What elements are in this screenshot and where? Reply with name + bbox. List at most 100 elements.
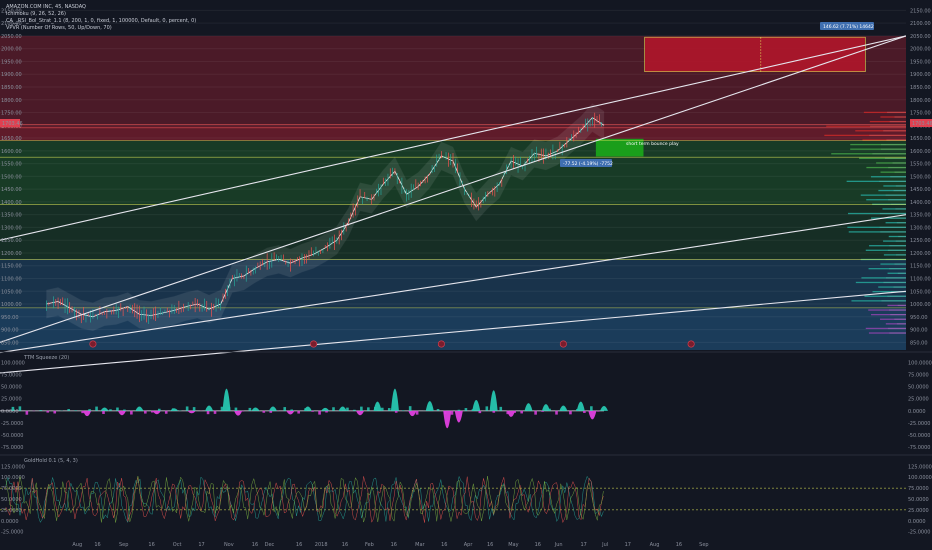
squeeze-fill-bar xyxy=(67,409,70,411)
squeeze-bar xyxy=(489,390,498,411)
time-tick-label: Oct xyxy=(173,542,182,548)
squeeze-tick-label: 25.0000 xyxy=(908,397,929,403)
squeeze-fill-bar xyxy=(380,407,384,411)
squeeze-bar xyxy=(152,410,161,415)
volume-profile-split xyxy=(897,304,906,307)
squeeze-bar xyxy=(117,410,126,416)
squeeze-fill-bar xyxy=(39,410,43,411)
indicator-ichimoku[interactable]: Ichimoku (9, 26, 52, 26) xyxy=(6,11,66,17)
squeeze-fill-bar xyxy=(541,410,544,412)
time-axis[interactable]: Aug 16 Sep 16 Oct 17 Nov 16 Dec 16 2018 16 Feb 16 Mar 1… xyxy=(72,542,708,548)
price-tick-label: 1300.00 xyxy=(910,225,931,231)
price-tick-label: 1600.00 xyxy=(910,149,931,155)
price-tick-label-left: 1950.00 xyxy=(1,59,22,65)
trend-lines[interactable] xyxy=(0,35,907,374)
earnings-marker[interactable] xyxy=(89,340,97,348)
time-tick-label: Aug xyxy=(650,542,660,548)
time-tick-label: 16 xyxy=(342,542,348,548)
squeeze-fill-bar xyxy=(297,410,300,414)
volume-profile-split xyxy=(893,286,906,288)
indicator-vpvr[interactable]: VPVR (Number Of Rows, 50, Up/Down, 70) xyxy=(6,25,112,31)
squeeze-tick-label: -50.0000 xyxy=(908,433,930,439)
volume-profile-bar xyxy=(878,286,906,288)
squeeze-bar xyxy=(600,406,608,411)
volume-profile-bar xyxy=(870,176,906,178)
squeeze-fill-bar xyxy=(457,409,461,411)
price-tick-label: 1250.00 xyxy=(910,238,931,244)
volume-profile-bar xyxy=(861,277,906,279)
indicator-rsi-bol[interactable]: CA__RSI_Bol_Strat_1.1 (8, 200, 1, 0, fix… xyxy=(6,18,196,24)
squeeze-fill-bar xyxy=(415,410,419,415)
target-annotation[interactable]: 146.62 (7.71%) 14642 xyxy=(820,22,874,30)
price-tick-label: 1450.00 xyxy=(910,187,931,193)
trend-line[interactable] xyxy=(0,35,907,241)
volume-profile-split xyxy=(895,185,906,187)
squeeze-fill-bar xyxy=(11,406,15,411)
squeeze-pane[interactable]: TTM Squeeze (20) 100.0000 100.0000 75.0000… xyxy=(0,355,932,451)
squeeze-fill-bar xyxy=(387,408,391,411)
squeeze-fill-bar xyxy=(116,407,119,411)
oscillator-tick-label: 100.0000 xyxy=(908,475,932,481)
squeeze-fill-bar xyxy=(164,410,168,414)
volume-profile-bar xyxy=(864,295,906,297)
squeeze-fill-bar xyxy=(185,406,189,411)
target-zone[interactable] xyxy=(644,36,866,72)
trend-line[interactable] xyxy=(0,35,907,343)
squeeze-fill-bar xyxy=(311,410,314,412)
volume-profile-bar xyxy=(831,153,906,155)
oscillator-axis[interactable]: 125.0000 125.0000 100.0000 100.0000 75.0000 7… xyxy=(1,464,932,535)
earnings-markers[interactable] xyxy=(89,340,695,348)
squeeze-tick-label-left: -50.0000 xyxy=(1,433,23,439)
squeeze-fill-bar xyxy=(144,410,147,414)
oscillator-pane[interactable]: GoldHold 0.1 (5, 4, 3) 125.0000125.00001… xyxy=(0,458,932,536)
oscillator-tick-label-left: 25.0000 xyxy=(1,508,22,514)
earnings-marker[interactable] xyxy=(310,340,318,348)
level-lines xyxy=(0,124,906,309)
price-tick-label-left: 1800.00 xyxy=(1,98,22,104)
squeeze-fill-bar xyxy=(360,406,363,411)
trend-line[interactable] xyxy=(0,214,907,354)
volume-profile-bar xyxy=(888,235,906,238)
band-1 xyxy=(0,125,906,141)
price-tick-label-left: 1650.00 xyxy=(1,136,22,142)
volume-profile-bar xyxy=(887,304,906,307)
squeeze-bar xyxy=(187,410,196,414)
trend-line[interactable] xyxy=(0,290,907,374)
volume-profile-bar xyxy=(847,226,906,228)
earnings-marker[interactable] xyxy=(559,340,567,348)
price-tick-label-left: 1150.00 xyxy=(1,264,22,270)
squeeze-fill-bar xyxy=(394,410,398,413)
time-tick-label: 17 xyxy=(580,542,586,548)
squeeze-bar xyxy=(205,405,214,411)
squeeze-axis[interactable]: 100.0000 100.0000 75.0000 75.0000 50.0000 50.… xyxy=(1,360,932,451)
squeeze-fill-bar xyxy=(304,408,307,411)
entry-zone[interactable] xyxy=(595,138,644,157)
oscillator-lines xyxy=(0,475,906,524)
earnings-marker[interactable] xyxy=(437,340,445,348)
volume-profile-bar xyxy=(868,268,906,270)
squeeze-tick-label: 100.0000 xyxy=(908,360,932,366)
price-tick-label: 2000.00 xyxy=(910,47,931,53)
volume-profile-split xyxy=(896,323,906,325)
squeeze-bar xyxy=(268,406,277,411)
squeeze-fill-bar xyxy=(213,410,217,414)
pullback-annotation[interactable]: -77.52 (-4.19%) -7752 xyxy=(560,159,613,167)
squeeze-fill-bar xyxy=(25,410,29,415)
time-tick-label: 2018 xyxy=(315,542,328,548)
volume-profile-split xyxy=(888,166,906,169)
volume-profile-split xyxy=(885,194,906,196)
oscillator-line xyxy=(5,476,604,523)
volume-profile-split xyxy=(896,222,906,224)
price-tick-label: 1200.00 xyxy=(910,251,931,257)
volume-profile-split xyxy=(879,226,906,228)
earnings-marker[interactable] xyxy=(687,340,695,348)
oscillator-tick-label: 0.0000 xyxy=(908,519,926,525)
volume-profile-bar xyxy=(846,180,906,183)
price-tick-label-left: 1100.00 xyxy=(1,277,22,283)
price-pane[interactable]: 850.00 850.00 900.00 900.00 950.00 950.00 1000… xyxy=(0,0,932,374)
volume-profile-bar xyxy=(847,212,906,215)
volume-profile-bar xyxy=(882,208,906,210)
price-axis[interactable]: 850.00 850.00 900.00 900.00 950.00 950.00 1000… xyxy=(1,0,932,352)
volume-profile-split xyxy=(888,199,906,201)
